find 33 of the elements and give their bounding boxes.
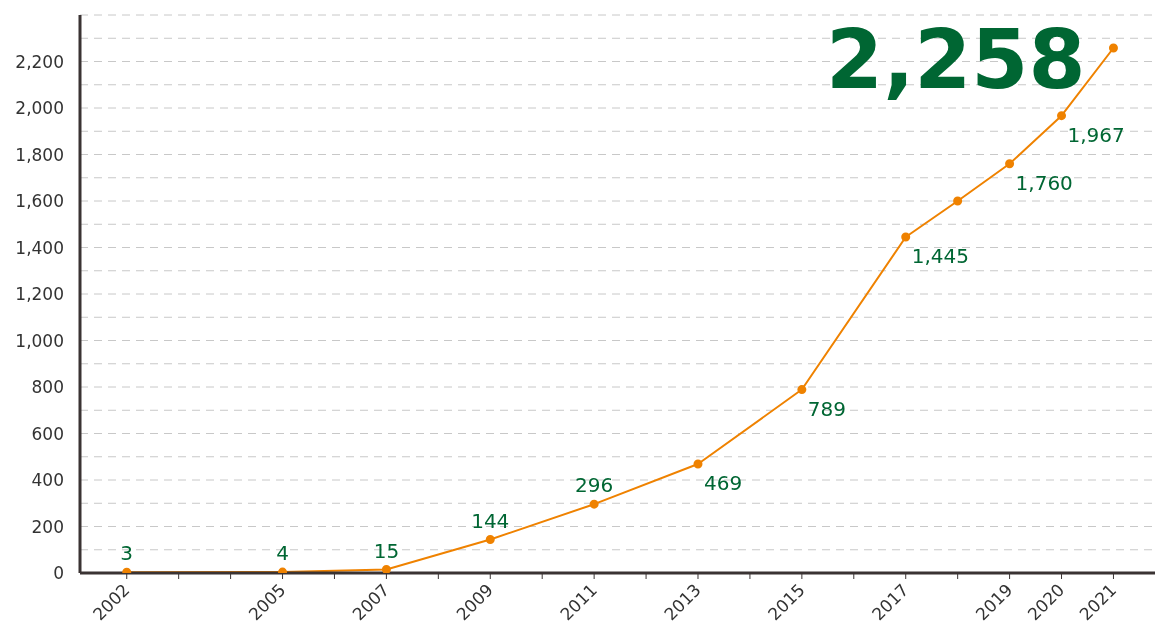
y-tick-label: 1,000 (15, 330, 64, 351)
y-tick-label: 0 (53, 563, 64, 583)
y-tick-label: 1,600 (15, 191, 64, 211)
point (901, 232, 911, 242)
data-label: 15 (373, 538, 400, 563)
y-tick-label: 1,400 (15, 237, 64, 258)
point (1005, 159, 1015, 169)
data-label: 789 (807, 396, 847, 421)
point (1057, 111, 1067, 121)
data-label: 4 (276, 541, 289, 566)
data-label: 469 (704, 470, 743, 495)
y-tick-label: 2,000 (15, 98, 64, 118)
y-tick-label: 1,200 (15, 284, 64, 304)
y-tick-label: 1,800 (15, 144, 64, 165)
data-label: 3 (120, 541, 134, 566)
y-tick-label: 800 (31, 377, 64, 397)
point (797, 385, 807, 395)
data-label: 296 (575, 473, 614, 498)
point (589, 499, 599, 509)
y-tick-label: 200 (31, 516, 64, 537)
point (953, 196, 963, 206)
data-label: 1,445 (911, 244, 969, 269)
y-tick-label: 600 (31, 423, 64, 444)
y-tick-label: 2,200 (15, 51, 64, 72)
point (381, 565, 391, 573)
annotation: 2,258 (826, 12, 1086, 108)
data-label: 1,967 (1067, 122, 1125, 147)
data-label: 144 (471, 508, 510, 533)
point (693, 459, 703, 469)
data-label: 1,760 (1015, 170, 1073, 195)
point (485, 535, 495, 545)
point (1108, 43, 1118, 53)
y-tick-label: 400 (31, 470, 64, 490)
